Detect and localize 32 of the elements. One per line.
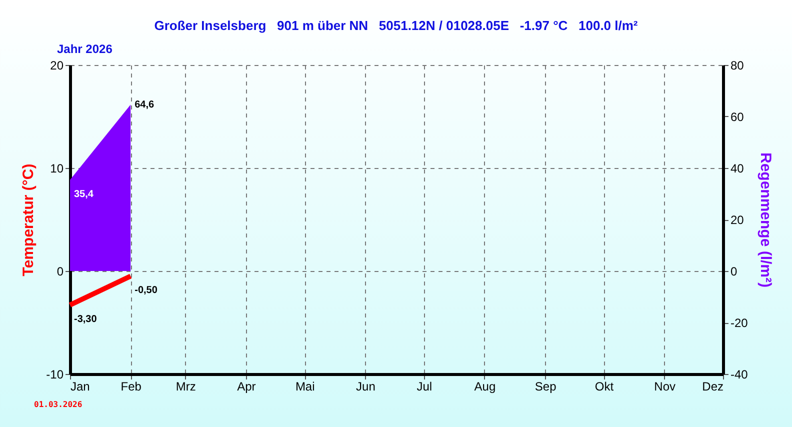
x-tick-label: Jul: [416, 380, 432, 394]
y-axis-title: Temperatur (°C): [20, 164, 38, 276]
x-tick-label: Aug: [474, 380, 496, 394]
x-tick-label: Sep: [534, 380, 557, 394]
y2-tick-label: -20: [730, 316, 748, 330]
x-tick-label: Nov: [654, 380, 676, 394]
x-tick-label: Jan: [70, 380, 90, 394]
data-label: -3,30: [74, 314, 98, 325]
y2-tick-label: 80: [730, 58, 744, 72]
x-tick-label: Apr: [237, 380, 256, 394]
y2-tick-label: 20: [730, 213, 744, 227]
y2-tick-label: 60: [730, 110, 744, 124]
chart-subtitle: Jahr 2026: [57, 42, 112, 56]
y2-tick-label: 0: [730, 264, 738, 278]
chart-title: Großer Inselsberg 901 m über NN 5051.12N / 01028.05E -1.97 °C 100.0 l/m²: [153, 18, 639, 33]
data-label: 64,6: [134, 100, 155, 111]
y-tick-label: 10: [50, 162, 64, 176]
x-tick-label: Mrz: [176, 380, 196, 394]
y2-tick-label: -40: [730, 368, 748, 382]
x-tick-label: Dez: [702, 380, 724, 394]
data-label: 35,4: [74, 188, 94, 200]
y-tick-label: -10: [46, 368, 64, 382]
x-tick-label: Okt: [594, 380, 614, 394]
y-tick-label: 20: [50, 58, 64, 72]
data-label: -0,50: [134, 285, 158, 296]
x-tick-label: Mai: [295, 380, 315, 394]
y2-axis-title: Regenmenge (l/m²): [756, 152, 774, 288]
text: 01.03.2026: [34, 400, 82, 409]
y-tick-label: 0: [56, 264, 64, 278]
x-tick-label: Feb: [120, 380, 142, 394]
x-tick-label: Jun: [356, 380, 376, 394]
y2-tick-label: 40: [730, 162, 744, 176]
